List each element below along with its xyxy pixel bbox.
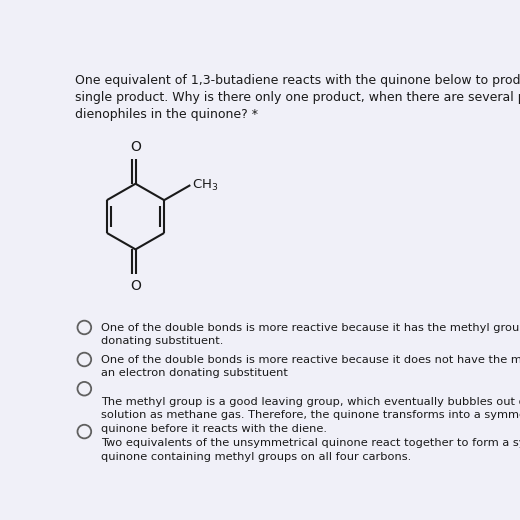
Text: The methyl group is a good leaving group, which eventually bubbles out of the
so: The methyl group is a good leaving group… bbox=[101, 397, 520, 434]
Text: Two equivalents of the unsymmetrical quinone react together to form a symmetrica: Two equivalents of the unsymmetrical qui… bbox=[101, 438, 520, 462]
Text: One of the double bonds is more reactive because it has the methyl group, an ele: One of the double bonds is more reactive… bbox=[101, 322, 520, 346]
Text: CH$_3$: CH$_3$ bbox=[192, 177, 218, 193]
Text: O: O bbox=[130, 279, 141, 293]
Text: One of the double bonds is more reactive because it does not have the methyl gro: One of the double bonds is more reactive… bbox=[101, 355, 520, 378]
Text: One equivalent of 1,3-butadiene reacts with the quinone below to produce a
singl: One equivalent of 1,3-butadiene reacts w… bbox=[75, 74, 520, 121]
Text: O: O bbox=[130, 140, 141, 154]
